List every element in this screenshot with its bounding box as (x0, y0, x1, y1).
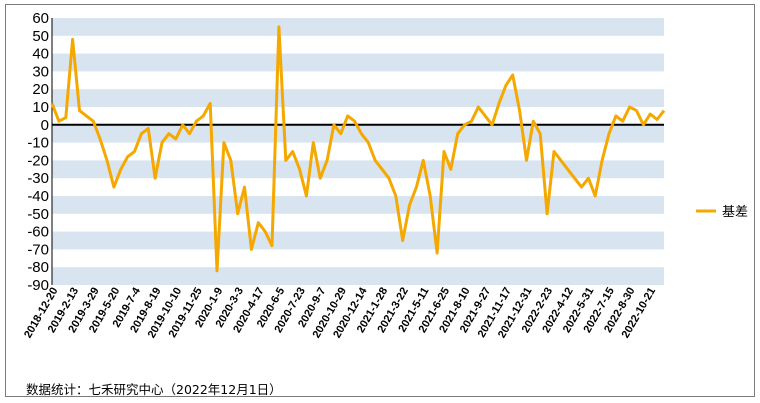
series-line (50, 25, 666, 273)
y-tick-label: -50 (27, 206, 49, 223)
grid-band (52, 18, 664, 36)
y-tick-label: -70 (27, 241, 49, 258)
y-tick-label: 30 (32, 63, 49, 80)
grid-band (52, 231, 664, 250)
y-tick-label: -20 (27, 152, 49, 169)
y-tick-label: -80 (27, 259, 49, 276)
y-tick-label: 20 (32, 81, 49, 98)
grid-band (52, 267, 664, 285)
y-tick-label: 60 (32, 10, 49, 27)
chart-frame: 60 50 40 30 20 10 0 -10 -20 -30 -40 -50 -60 -70 -80 -90… (5, 4, 755, 397)
grid-band (52, 53, 664, 72)
source-note: 数据统计：七禾研究中心（2022年12月1日） (26, 382, 282, 397)
grid-band (52, 160, 664, 179)
legend-label: 基差 (722, 205, 748, 220)
grid-band (52, 124, 664, 143)
y-tick-label: 10 (32, 99, 49, 116)
grid-band (52, 89, 664, 107)
basis-line-chart: 6050403020100-10-20-30-40-50-60-70-80-90… (22, 10, 748, 340)
y-tick-label: 40 (32, 46, 49, 63)
y-tick-label: -40 (27, 188, 49, 205)
y-tick-label: -90 (27, 277, 49, 294)
y-tick-label: 0 (41, 117, 49, 134)
y-tick-label: -60 (27, 224, 49, 241)
y-tick-label: -30 (27, 170, 49, 187)
grid-band (52, 196, 664, 214)
y-tick-label: 50 (32, 28, 49, 45)
y-tick-label: -10 (27, 135, 49, 152)
